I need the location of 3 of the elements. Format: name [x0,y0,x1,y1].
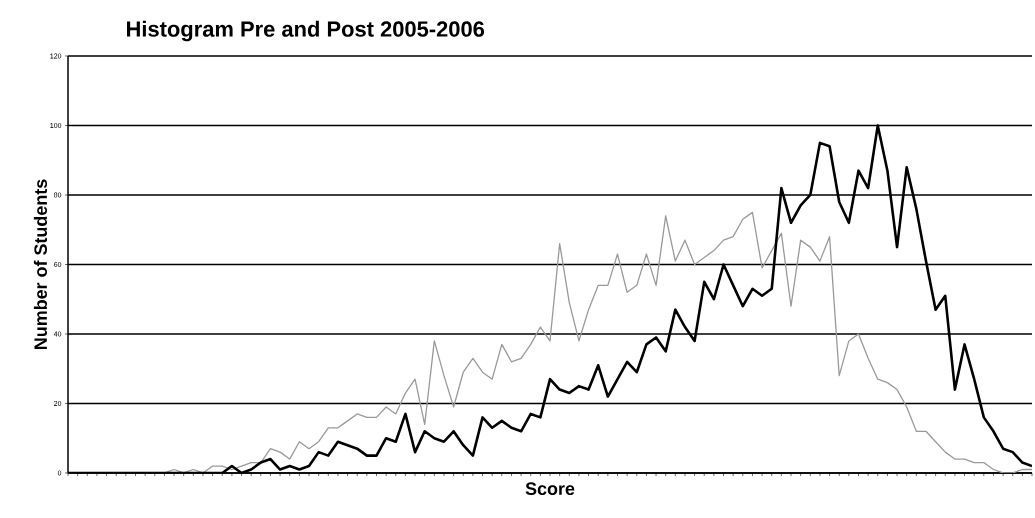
y-axis-title: Number of Students [33,179,48,349]
chart-title: Histogram Pre and Post 2005-2006 [127,20,485,42]
x-axis-title: Score [525,482,575,496]
